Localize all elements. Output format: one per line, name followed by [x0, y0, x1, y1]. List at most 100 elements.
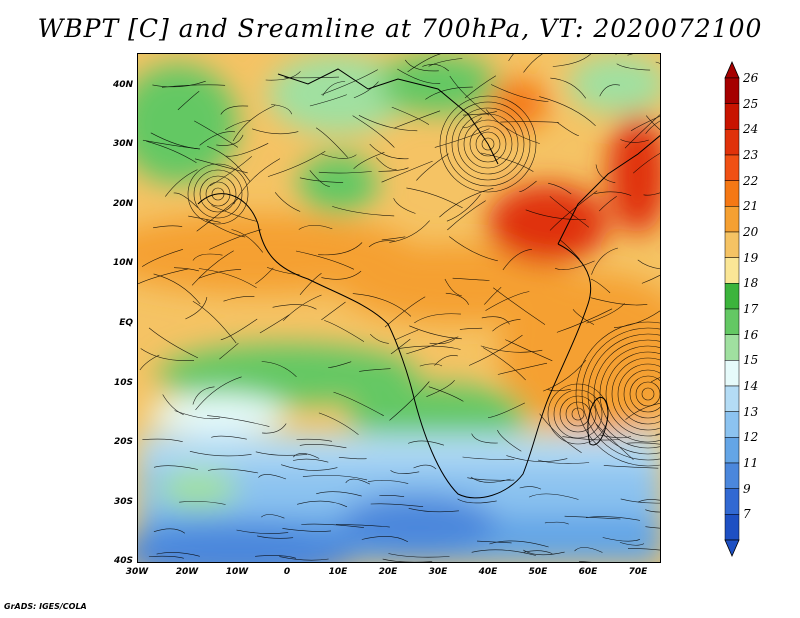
streamline [547, 388, 571, 392]
streamline [603, 465, 659, 469]
streamline [643, 192, 660, 196]
streamline [492, 318, 521, 332]
streamline [637, 499, 660, 503]
streamline [426, 380, 455, 397]
streamline [345, 478, 371, 485]
streamline [370, 503, 424, 507]
streamline [544, 521, 569, 525]
streamline [620, 498, 660, 504]
streamline [192, 300, 237, 344]
streamline [645, 526, 660, 529]
colorbar-tick-label: 13 [743, 404, 759, 419]
streamline [397, 68, 441, 85]
streamline [389, 381, 430, 421]
colorbar-tick-label: 19 [743, 250, 759, 265]
streamline [627, 442, 660, 445]
lon-label-10w: 10W [225, 567, 249, 577]
streamline [590, 297, 648, 306]
lon-label-0: 0 [283, 567, 291, 577]
streamline [189, 451, 252, 457]
streamline [259, 314, 290, 334]
streamline [359, 368, 391, 372]
streamline [279, 556, 329, 561]
vortex-streamline [571, 407, 585, 421]
streamline [488, 402, 526, 418]
streamline [173, 267, 199, 272]
streamline [508, 54, 514, 62]
streamline [429, 338, 456, 345]
vortex-streamline [593, 339, 660, 449]
streamline [468, 334, 523, 366]
streamline [252, 128, 299, 135]
streamline [394, 329, 419, 341]
streamline [406, 187, 463, 209]
streamline [236, 529, 289, 534]
vortex-streamline [559, 395, 597, 433]
colorbar-segment [724, 360, 740, 387]
streamline [261, 514, 285, 519]
streamline [393, 198, 416, 214]
colorbar-tick-label: 11 [743, 456, 759, 470]
streamline [298, 224, 333, 230]
streamline [321, 69, 378, 95]
streamline [449, 236, 498, 262]
streamline [321, 153, 357, 159]
streamline [523, 549, 565, 556]
streamline [153, 273, 201, 305]
streamline [316, 491, 362, 497]
streamline [233, 158, 281, 205]
streamline [333, 391, 384, 417]
streamline [161, 84, 226, 88]
streamline [352, 115, 395, 148]
streamline [324, 320, 365, 342]
streamline [409, 325, 462, 340]
streamline [389, 220, 430, 243]
streamline [173, 192, 198, 208]
streamline [502, 249, 532, 271]
colorbar-segment [724, 385, 740, 412]
streamline [179, 500, 226, 505]
streamline [484, 286, 502, 305]
streamlines [138, 54, 660, 562]
streamline [394, 110, 441, 129]
vortex-streamline [623, 369, 660, 419]
streamline [369, 143, 409, 160]
streamline [449, 75, 490, 116]
streamline [232, 105, 276, 142]
vortex-streamline [581, 327, 660, 461]
streamline [476, 540, 512, 544]
streamline [650, 377, 660, 383]
streamline [382, 558, 433, 562]
lon-label-20w: 20W [175, 567, 199, 577]
streamline [457, 498, 497, 504]
lon-label-40e: 40E [478, 567, 498, 577]
colorbar-tick-label: 7 [743, 507, 751, 522]
streamline [282, 294, 322, 321]
streamline [574, 547, 603, 553]
streamline [211, 435, 247, 440]
streamline [467, 477, 515, 481]
vortex-streamline [481, 137, 495, 151]
streamline [645, 509, 660, 513]
streamline [220, 105, 249, 115]
streamline [296, 438, 333, 442]
streamline [265, 71, 301, 81]
vortex-streamline [617, 363, 660, 425]
streamline [297, 500, 348, 508]
streamline [557, 122, 579, 136]
streamline [572, 309, 595, 325]
streamline [539, 96, 596, 127]
streamline [165, 169, 198, 197]
streamline [332, 206, 395, 217]
colorbar-tick-label: 22 [743, 173, 759, 188]
colorbar-tick-label: 26 [743, 71, 759, 85]
colorbar-tick-label: 24 [743, 122, 759, 137]
vortex-streamline [641, 387, 655, 401]
streamline [216, 134, 244, 146]
colorbar-segment [724, 308, 740, 335]
streamline [480, 345, 543, 353]
streamline [301, 523, 364, 528]
streamline [591, 247, 618, 275]
vortex-streamline [553, 389, 603, 439]
map-field-graphic [138, 54, 660, 562]
